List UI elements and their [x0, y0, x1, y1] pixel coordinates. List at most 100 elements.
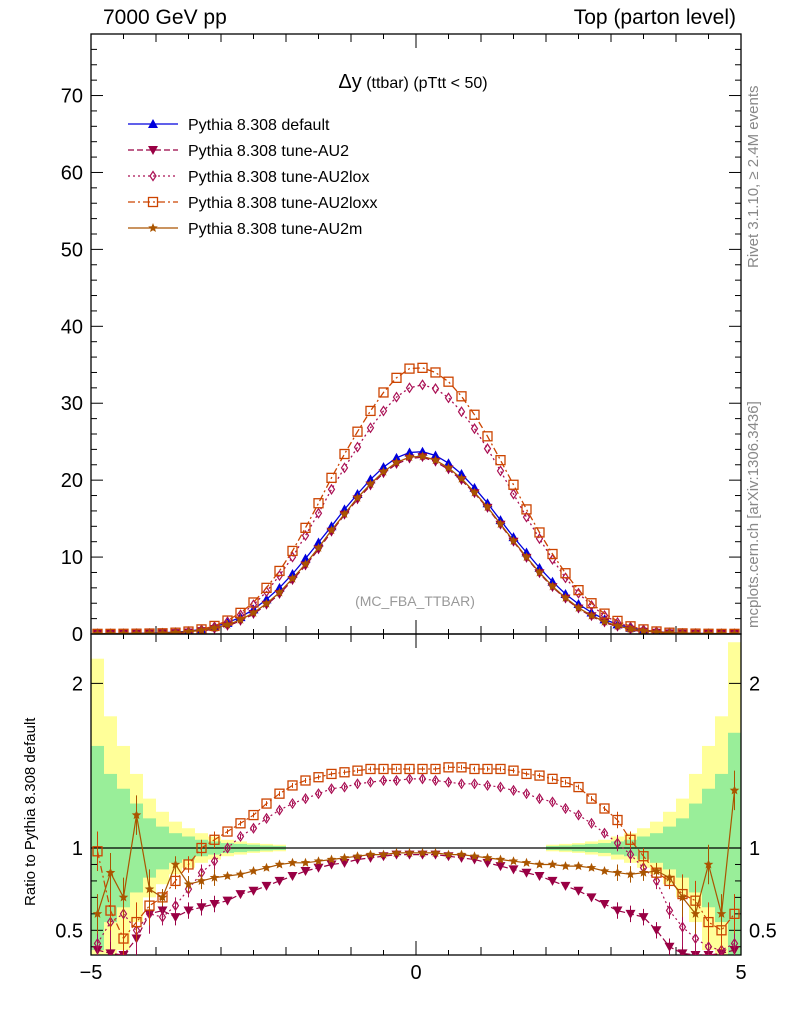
- ratio-data-point: [612, 814, 623, 826]
- ratio-data-point: [313, 863, 324, 873]
- ratio-data-point: [352, 855, 363, 865]
- main-data-point: [573, 602, 584, 612]
- main-data-point: [508, 535, 519, 545]
- ratio-data-point: [105, 949, 116, 955]
- ratio-data-point: [262, 812, 271, 824]
- ratio-data-point: [339, 767, 350, 778]
- ratio-data-point: [678, 921, 687, 933]
- ratio-data-point: [391, 847, 402, 857]
- ratio-data-point: [209, 899, 220, 909]
- main-data-point: [365, 405, 376, 417]
- legend-entry-label: Pythia 8.308 tune-AU2: [188, 143, 349, 160]
- main-y-tick-label: 70: [61, 86, 83, 108]
- ratio-data-point: [417, 763, 428, 775]
- ratio-data-point: [521, 857, 532, 867]
- main-data-point: [651, 627, 662, 634]
- main-data-point: [392, 391, 401, 403]
- ratio-y-tick-label: 0.5: [55, 920, 83, 942]
- main-data-point: [431, 383, 440, 395]
- ratio-x-tick-label: −5: [80, 962, 103, 984]
- main-data-point: [183, 626, 194, 634]
- ratio-data-point: [92, 846, 103, 857]
- header-left-label: 7000 GeV pp: [103, 6, 227, 29]
- ratio-data-point: [430, 847, 441, 857]
- ratio-data-point: [534, 871, 545, 881]
- ratio-data-point: [327, 783, 336, 795]
- ratio-data-point: [508, 865, 519, 875]
- main-y-tick-label: 10: [61, 547, 83, 569]
- main-data-point: [573, 585, 584, 596]
- main-plot-title: Δy (ttbar) (pTtt < 50): [338, 71, 487, 93]
- ratio-data-point: [703, 859, 714, 869]
- main-data-point: [521, 504, 532, 515]
- ratio-data-point: [729, 785, 740, 795]
- ratio-band-inner: [728, 732, 741, 955]
- ratio-data-point: [235, 818, 246, 829]
- main-data-point: [496, 465, 505, 477]
- main-data-point: [560, 568, 571, 579]
- main-data-point: [690, 628, 701, 634]
- ratio-data-point: [378, 763, 389, 775]
- main-data-point: [301, 529, 310, 542]
- main-data-point: [313, 498, 324, 509]
- ratio-data-point: [599, 866, 610, 876]
- main-data-point: [418, 379, 427, 391]
- ratio-data-point: [222, 871, 233, 880]
- ratio-series-line: [96, 766, 735, 940]
- ratio-data-point: [495, 854, 506, 864]
- main-data-point: [417, 451, 428, 461]
- main-data-point: [509, 488, 518, 500]
- legend-marker: [148, 146, 158, 155]
- main-data-point: [547, 548, 558, 560]
- ratio-data-point: [275, 804, 284, 816]
- main-data-point: [470, 423, 479, 435]
- main-data-point: [430, 455, 441, 465]
- main-data-point: [664, 627, 675, 634]
- ratio-data-point: [443, 762, 454, 773]
- main-data-point: [261, 598, 272, 608]
- ratio-data-point: [665, 904, 674, 917]
- main-data-point: [92, 628, 103, 634]
- main-data-point: [209, 623, 220, 632]
- ratio-data-point: [196, 875, 207, 885]
- ratio-data-point: [157, 892, 168, 902]
- main-data-point: [379, 405, 388, 417]
- ratio-data-point: [652, 875, 661, 887]
- main-data-point: [378, 462, 389, 472]
- ratio-data-point: [248, 886, 259, 896]
- main-data-point: [547, 581, 558, 591]
- ratio-data-point: [483, 779, 492, 792]
- ratio-data-point: [431, 774, 440, 787]
- main-data-point: [235, 614, 246, 624]
- main-data-point: [612, 620, 623, 630]
- ratio-data-point: [131, 916, 142, 928]
- ratio-data-point: [625, 909, 636, 919]
- ratio-data-point: [365, 853, 376, 863]
- ratio-plot-panel: 0.5 0.5 1 1 2 2 −5 0 5: [55, 633, 777, 984]
- main-data-point: [443, 376, 454, 387]
- ratio-data-point: [210, 855, 219, 867]
- ratio-data-point: [691, 932, 700, 945]
- ratio-data-point: [119, 908, 128, 920]
- ratio-data-point: [457, 778, 466, 790]
- ratio-data-point: [703, 916, 714, 928]
- ratio-data-point: [248, 809, 259, 821]
- main-data-point: [353, 441, 362, 453]
- main-series-group: [92, 362, 740, 634]
- ratio-data-point: [704, 941, 713, 953]
- main-data-point: [534, 527, 545, 538]
- main-data-point: [118, 628, 129, 634]
- ratio-data-point: [521, 868, 532, 878]
- ratio-data-point: [261, 798, 272, 809]
- legend-marker: [149, 170, 157, 182]
- main-data-point: [210, 621, 219, 633]
- ratio-x-tick-label: 5: [735, 962, 746, 984]
- ratio-data-point: [209, 834, 220, 845]
- legend-entry-label: Pythia 8.308 tune-AU2lox: [188, 169, 369, 186]
- ratio-data-point: [626, 849, 635, 861]
- main-data-point: [495, 519, 506, 528]
- ratio-data-point: [599, 899, 610, 909]
- main-data-point: [482, 431, 493, 442]
- ratio-data-point: [287, 780, 298, 791]
